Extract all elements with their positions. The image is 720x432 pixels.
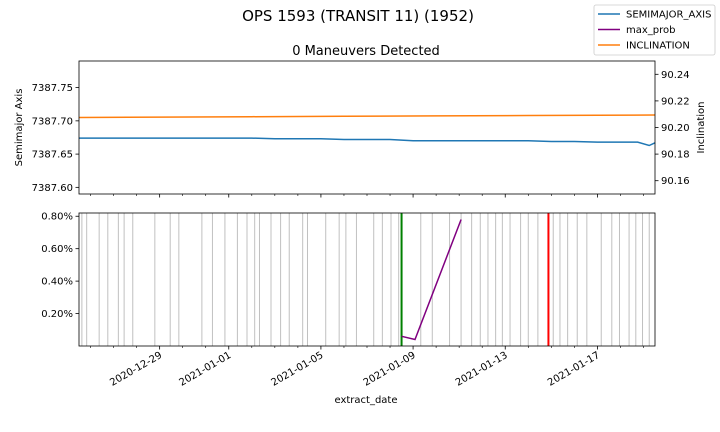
y-tick-label: 0.40% bbox=[41, 277, 73, 288]
y-right-tick-label: 90.22 bbox=[661, 96, 690, 107]
figure-suptitle: OPS 1593 (TRANSIT 11) (1952) bbox=[242, 7, 474, 25]
legend-label-semimajor-axis: SEMIMAJOR_AXIS bbox=[626, 10, 711, 21]
top-panel: 0 Maneuvers Detected 7387.607387.657387.… bbox=[14, 44, 707, 198]
top-plot-area bbox=[78, 114, 656, 147]
top-left-y-label: Semimajor Axis bbox=[14, 89, 25, 167]
legend-label-max-prob: max_prob bbox=[626, 25, 676, 36]
bottom-plot-area bbox=[81, 213, 650, 346]
legend-label-inclination: INCLINATION bbox=[626, 41, 690, 52]
series-line-semimajor-axis bbox=[79, 137, 656, 147]
top-x-ticks bbox=[90, 194, 644, 198]
y-right-tick-label: 90.16 bbox=[661, 176, 690, 187]
top-right-y-ticks: 90.16 90.18 90.20 90.22 90.24 bbox=[655, 70, 690, 187]
chart-legend: SEMIMAJOR_AXIS max_prob INCLINATION bbox=[593, 4, 716, 56]
y-tick-label: 7387.70 bbox=[32, 116, 73, 127]
y-tick-label: 0.80% bbox=[41, 212, 73, 223]
bottom-y-ticks: 0.20% 0.40% 0.60% 0.80% bbox=[41, 212, 79, 320]
y-tick-label: 7387.60 bbox=[32, 183, 73, 194]
top-left-y-ticks: 7387.60 7387.65 7387.70 7387.75 bbox=[32, 83, 79, 194]
y-tick-label: 7387.65 bbox=[32, 150, 73, 161]
y-right-tick-label: 90.24 bbox=[661, 70, 690, 81]
series-line-inclination bbox=[78, 114, 656, 119]
y-right-tick-label: 90.18 bbox=[661, 150, 690, 161]
y-tick-label: 0.20% bbox=[41, 309, 73, 320]
y-tick-label: 0.60% bbox=[41, 244, 73, 255]
bottom-x-label: extract_date bbox=[334, 395, 397, 406]
series-line-max-prob bbox=[401, 219, 462, 341]
y-right-tick-label: 90.20 bbox=[661, 123, 690, 134]
top-right-y-label: Inclination bbox=[696, 102, 707, 154]
legend-box bbox=[593, 4, 716, 56]
y-tick-label: 7387.75 bbox=[32, 83, 73, 94]
top-panel-title: 0 Maneuvers Detected bbox=[292, 44, 440, 59]
